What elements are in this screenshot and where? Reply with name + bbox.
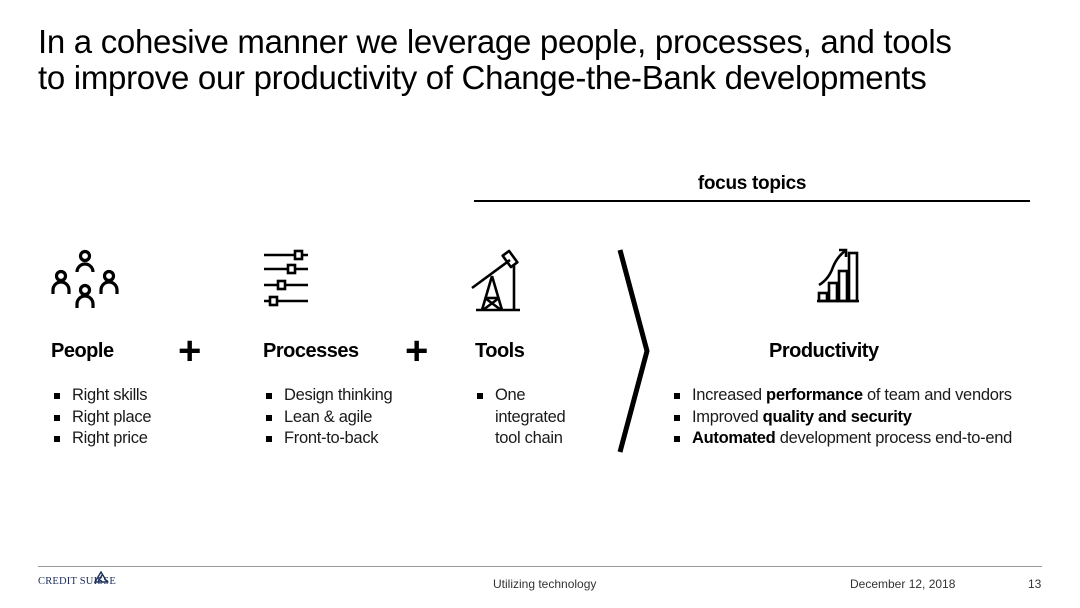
logo-text: CREDIT SUISSE [38,576,116,587]
bullet-emphasis: quality and security [762,407,912,426]
list-item: One integrated tool chain [475,385,575,450]
growth-bar-chart-icon [817,248,859,303]
bullet-emphasis: Automated [692,429,776,448]
list-item: Increased performance of team and vendor… [672,385,1042,407]
sliders-icon [264,249,308,307]
list-item: Lean & agile [264,407,434,429]
list-item: Right place [52,407,202,429]
page-number: 13 [1028,577,1042,591]
list-item: Automated development process end-to-end [672,428,1042,450]
bullet-text: Improved [692,407,763,426]
list-item: Right price [52,428,202,450]
page-title-line-1: In a cohesive manner we leverage people,… [38,23,952,60]
tools-heading: Tools [475,340,525,362]
list-item: Right skills [52,385,202,407]
list-item: Front-to-back [264,428,434,450]
page-title: In a cohesive manner we leverage people,… [38,24,1048,96]
bullet-text: of team and vendors [862,386,1012,404]
tools-bullet-list: One integrated tool chain [475,385,575,450]
credit-suisse-logo: CREDIT SUISSE [38,571,116,587]
page-title-line-2: to improve our productivity of Change-th… [38,59,927,96]
footer-section-title: Utilizing technology [493,577,597,591]
footer-rule [38,566,1042,567]
list-item: Design thinking [264,385,434,407]
plus-operator-2: + [405,329,429,373]
list-item: Improved quality and security [672,407,1042,429]
bullet-emphasis: performance [766,386,863,404]
focus-topics-label: focus topics [697,173,807,194]
productivity-heading: Productivity [769,340,879,362]
bullet-text: development process end-to-end [775,429,1013,448]
footer-date: December 12, 2018 [850,577,956,591]
oil-pump-icon [471,249,520,312]
processes-bullet-list: Design thinking Lean & agile Front-to-ba… [264,385,434,450]
bullet-text: Increased [692,386,767,404]
chevron-right-icon [617,249,650,453]
processes-heading: Processes [263,340,359,362]
people-group-icon [51,249,119,308]
people-bullet-list: Right skills Right place Right price [52,385,202,450]
people-heading: People [51,340,114,362]
focus-topics-rule [474,200,1030,202]
productivity-bullet-list: Increased performance of team and vendor… [672,385,1042,450]
sail-logo-icon [94,571,108,583]
plus-operator-1: + [178,329,202,373]
